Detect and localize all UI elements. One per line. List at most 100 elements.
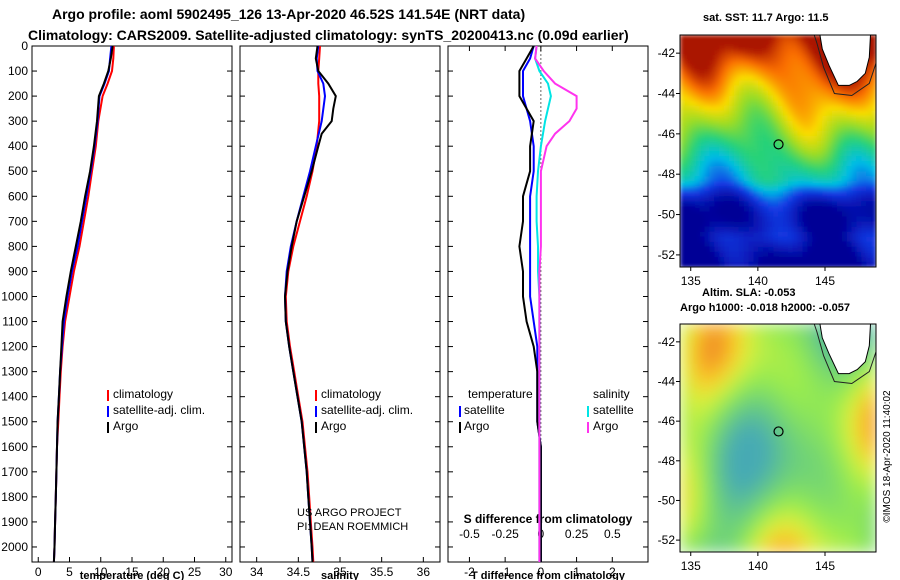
map-cell [782,151,789,157]
map-cell [778,65,784,71]
map-cell [856,151,862,157]
map-cell [866,261,872,267]
map-cell [719,90,725,97]
legend-label: satellite-adj. clim. [321,403,413,417]
map-cell [807,246,813,253]
map-cell [836,541,848,552]
map-cell [719,100,725,107]
map-cell [704,236,710,243]
map-cell [856,365,867,377]
map-cell [738,45,745,51]
map-cell [714,211,720,218]
map-cell [704,241,710,248]
lon-tick-label: 145 [815,274,835,288]
map-cell [846,531,857,543]
map-cell [714,226,720,233]
map-cell [758,226,764,233]
map-cell [871,166,876,172]
map-cell [758,135,764,142]
map-cell [719,115,725,122]
map-cell [719,365,730,377]
map-cell [866,110,872,117]
map-cell [871,181,876,187]
map-cell [787,161,794,167]
map-cell [812,70,818,76]
map-cell [729,181,735,187]
map-cell [817,100,823,107]
map-cell [851,100,857,107]
map-cell [694,110,701,117]
map-cell [748,365,759,377]
map-cell [768,140,774,147]
map-cell [861,151,867,157]
x-tick-label: 25 [188,565,202,579]
map-cell [836,115,843,122]
map-cell [778,216,784,223]
map-cell [797,50,804,56]
map-cell [866,246,872,253]
map-cell [684,211,691,218]
map-cell [871,135,876,142]
map-cell [694,70,701,76]
map-cell [733,171,740,177]
map-cell [724,256,730,263]
map-cell [797,489,808,501]
map-cell [812,50,818,56]
map-cell [866,520,876,532]
map-cell [822,251,828,258]
map-cell [719,130,725,137]
map-cell [807,196,813,203]
depth-tick-label: 800 [8,239,28,253]
map-cell [680,438,691,449]
map-cell [699,130,706,137]
map-cell [738,140,745,147]
map-cell [738,386,750,398]
map-cell [792,191,799,197]
map-cell [729,40,735,46]
map-cell [768,251,774,258]
map-cell [856,458,867,470]
map-cell [812,246,818,253]
map-cell [758,469,769,481]
map-cell [778,100,784,107]
map-cell [733,176,740,182]
map-cell [709,161,715,167]
lon-tick-label: 140 [748,274,768,288]
map-cell [827,211,833,218]
map-cell [684,171,691,177]
map-cell [773,176,779,182]
map-cell [827,176,833,182]
map-cell [709,110,715,117]
map-cell [817,216,823,223]
map-cell [773,40,779,46]
map-cell [856,140,862,147]
map-cell [807,231,813,238]
map-cell [831,125,838,132]
map-cell [689,236,696,243]
x-tick-label: 0 [538,565,545,579]
map-cell [851,261,857,267]
map-cell [856,125,862,132]
map-cell [714,251,720,258]
map-cell [866,256,872,263]
map-cell [841,226,848,233]
map-cell [733,115,740,122]
map-cell [699,95,706,102]
map-cell [738,406,750,418]
map-cell [733,236,740,243]
map-cell [807,541,818,552]
map-cell [748,489,759,501]
map-cell [729,191,735,197]
legend-label: climatology [113,387,173,401]
map-cell [827,206,833,213]
map-cell [866,406,876,418]
map-cell [831,120,838,127]
map-cell [792,120,799,127]
map-cell [729,166,735,172]
map-cell [817,171,823,177]
map-cell [817,246,823,253]
map-cell [684,105,691,112]
map-cell [846,110,853,117]
map-cell [733,221,740,228]
map-cell [768,65,774,71]
